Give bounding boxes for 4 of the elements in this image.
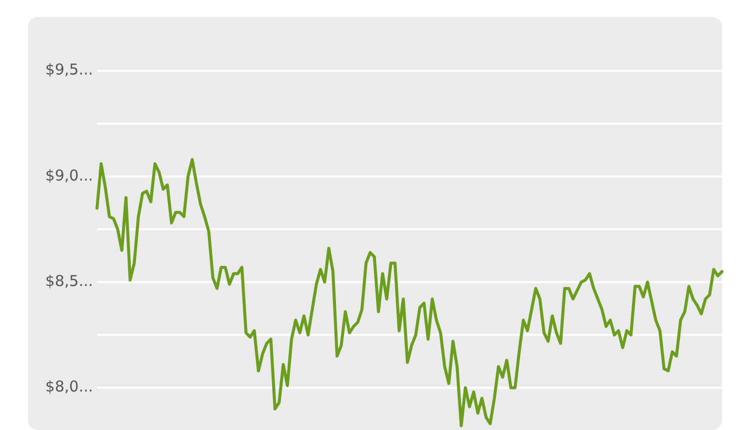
- ref-line-label: $9,0...: [45, 166, 93, 184]
- ref-line-label: $8,5...: [45, 272, 93, 290]
- ref-line-label: $9,5...: [45, 60, 93, 79]
- ref-line-label: $8,0...: [45, 378, 93, 396]
